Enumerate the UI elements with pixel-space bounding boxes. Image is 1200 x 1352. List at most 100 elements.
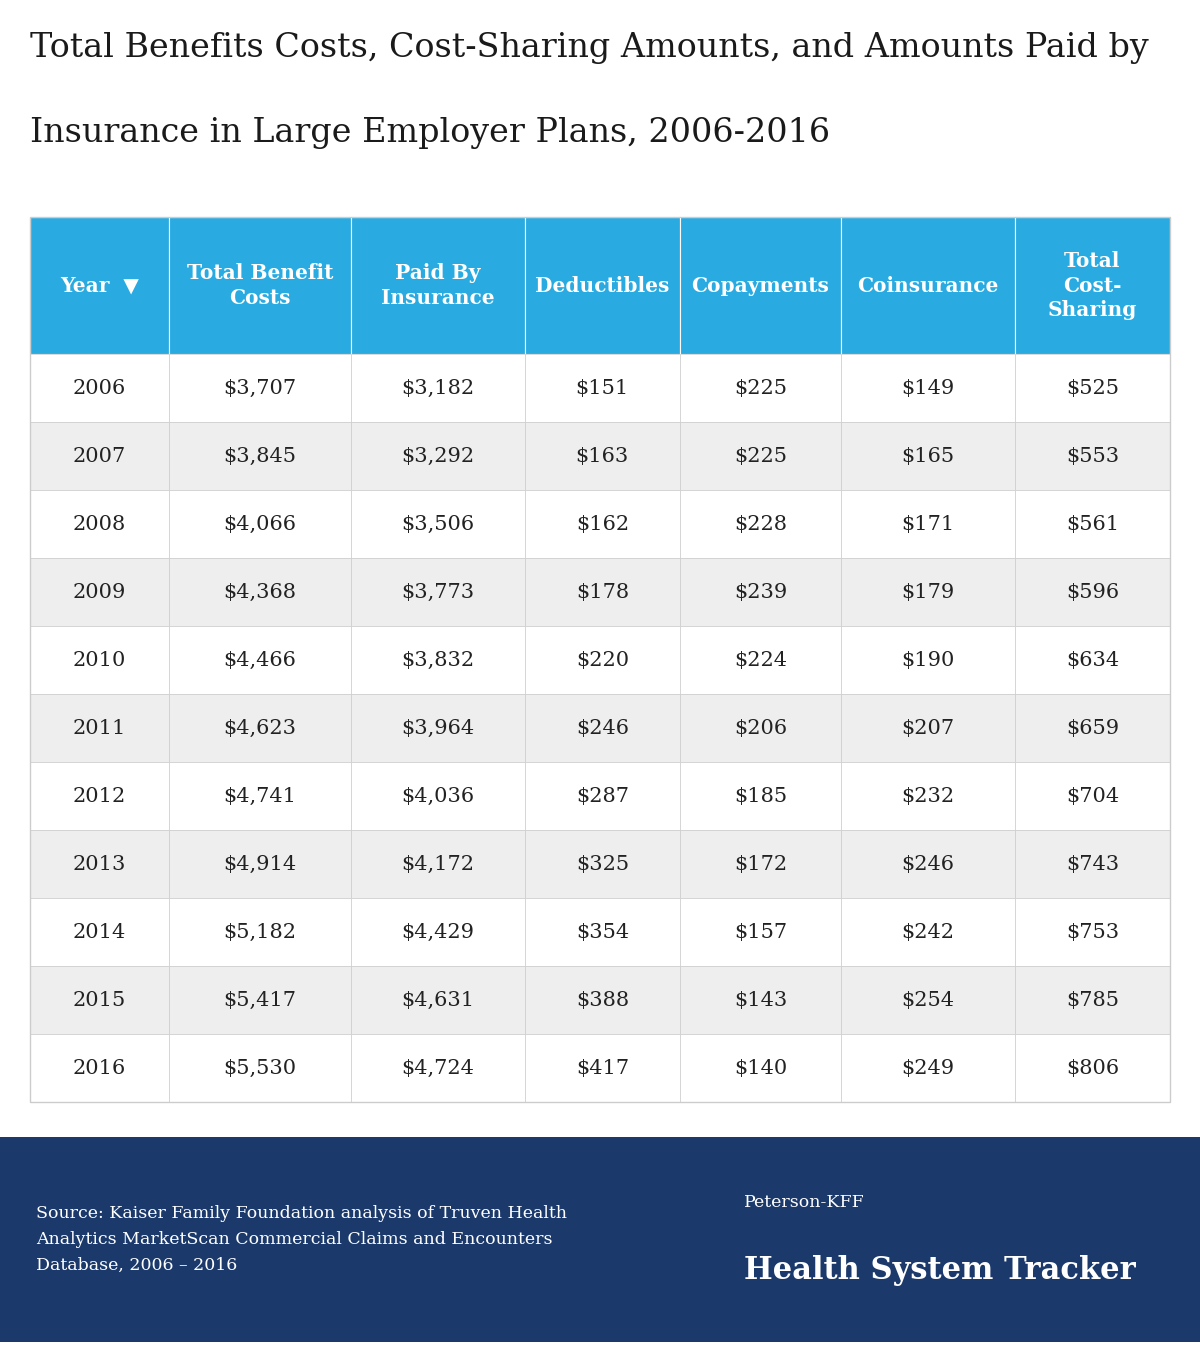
Bar [1015,558,1170,626]
Bar [350,626,524,694]
Bar [1015,898,1170,967]
Bar [169,354,350,422]
Text: $172: $172 [734,854,787,873]
Bar [169,422,350,491]
Text: 2011: 2011 [73,718,126,738]
Bar [680,354,841,422]
Text: $806: $806 [1066,1059,1118,1078]
Text: 2012: 2012 [73,787,126,806]
Bar [841,491,1015,558]
Bar [524,967,680,1034]
Bar [1015,763,1170,830]
Text: $4,368: $4,368 [223,583,296,602]
Bar [169,558,350,626]
Text: $525: $525 [1066,379,1118,397]
Bar [169,898,350,967]
Text: Deductibles: Deductibles [535,276,670,296]
Text: $171: $171 [901,515,954,534]
Bar [169,694,350,763]
Bar [680,491,841,558]
Text: $224: $224 [734,650,787,669]
Text: $287: $287 [576,787,629,806]
Text: Coinsurance: Coinsurance [857,276,998,296]
Text: $151: $151 [576,379,629,397]
Bar [30,422,169,491]
Text: $140: $140 [733,1059,787,1078]
Text: $242: $242 [901,922,954,941]
Text: 2007: 2007 [73,446,126,465]
Text: Total
Cost-
Sharing: Total Cost- Sharing [1048,250,1138,320]
Bar [841,830,1015,898]
Bar [524,354,680,422]
Bar [680,218,841,354]
Bar [680,1034,841,1102]
Bar [169,491,350,558]
Text: $225: $225 [734,379,787,397]
Text: $743: $743 [1066,854,1118,873]
Text: $4,623: $4,623 [223,718,296,738]
Bar [169,967,350,1034]
Bar [524,694,680,763]
Text: $162: $162 [576,515,629,534]
Bar [524,898,680,967]
Text: $634: $634 [1066,650,1118,669]
Bar [169,830,350,898]
Bar [350,354,524,422]
Text: Year  ▼: Year ▼ [60,276,139,296]
Text: $596: $596 [1066,583,1118,602]
Bar [680,558,841,626]
Text: $179: $179 [901,583,954,602]
Bar [524,830,680,898]
Text: $5,530: $5,530 [223,1059,296,1078]
Text: Paid By
Insurance: Paid By Insurance [382,264,494,308]
Text: $354: $354 [576,922,629,941]
Bar [30,491,169,558]
Bar [680,967,841,1034]
Bar [30,694,169,763]
Bar [524,558,680,626]
Text: Total Benefits Costs, Cost-Sharing Amounts, and Amounts Paid by: Total Benefits Costs, Cost-Sharing Amoun… [30,32,1148,64]
Bar [524,422,680,491]
Text: $149: $149 [901,379,954,397]
Text: $3,707: $3,707 [223,379,296,397]
Text: $3,773: $3,773 [401,583,474,602]
Text: $4,466: $4,466 [223,650,296,669]
Text: $157: $157 [734,922,787,941]
Bar [350,558,524,626]
Text: $165: $165 [901,446,954,465]
Bar [1015,422,1170,491]
Text: $5,417: $5,417 [223,991,296,1010]
Bar [30,763,169,830]
Bar [1015,1034,1170,1102]
Text: 2006: 2006 [73,379,126,397]
Text: $704: $704 [1066,787,1118,806]
Bar [30,967,169,1034]
Text: 2015: 2015 [73,991,126,1010]
Bar [841,694,1015,763]
Bar [524,218,680,354]
Text: $232: $232 [901,787,954,806]
Bar [841,558,1015,626]
Text: $3,506: $3,506 [401,515,474,534]
Bar [841,626,1015,694]
Bar [30,354,169,422]
Bar [680,898,841,967]
Text: $143: $143 [733,991,787,1010]
Bar [169,763,350,830]
Text: 2014: 2014 [73,922,126,941]
Bar [169,626,350,694]
Text: $246: $246 [576,718,629,738]
Text: Source: Kaiser Family Foundation analysis of Truven Health
Analytics MarketScan : Source: Kaiser Family Foundation analysi… [36,1205,568,1274]
Text: 2009: 2009 [73,583,126,602]
Bar [841,898,1015,967]
Text: $553: $553 [1066,446,1118,465]
Bar [350,830,524,898]
Text: $4,914: $4,914 [223,854,296,873]
Bar [1015,491,1170,558]
Text: $4,741: $4,741 [223,787,296,806]
Bar [1015,830,1170,898]
Text: $3,845: $3,845 [223,446,296,465]
Text: $5,182: $5,182 [223,922,296,941]
Bar [30,558,169,626]
Text: $3,292: $3,292 [401,446,474,465]
